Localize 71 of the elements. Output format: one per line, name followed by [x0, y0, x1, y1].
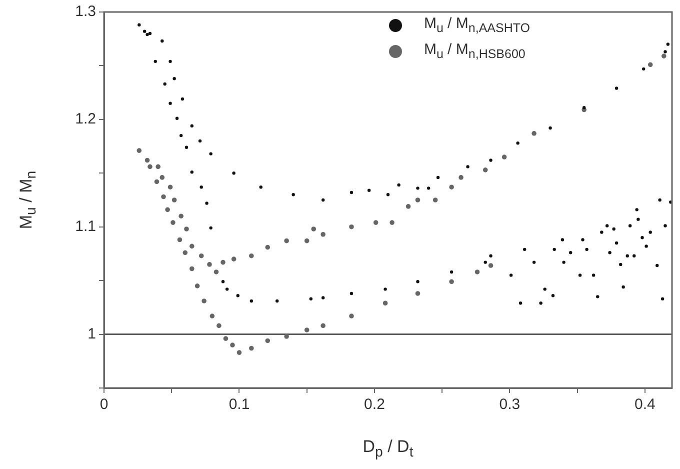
point [172, 198, 177, 202]
point [194, 284, 200, 288]
point [265, 338, 270, 344]
point [156, 164, 160, 170]
point [223, 336, 228, 341]
x-axis-title: D$_{p}$ / D$_{t}$ [362, 437, 414, 460]
point [458, 175, 464, 180]
x-tick-label: 0 [100, 396, 108, 414]
point [311, 226, 316, 232]
point [220, 260, 226, 265]
point [390, 220, 394, 225]
point [144, 158, 150, 163]
point [249, 253, 254, 258]
point [532, 130, 536, 136]
point [198, 253, 204, 258]
point [373, 220, 378, 225]
point [661, 54, 666, 58]
point [304, 238, 310, 244]
x-tick-label: 0.1 [228, 396, 250, 414]
point [154, 179, 160, 184]
y-tick-label: 1 [88, 325, 96, 342]
point [449, 279, 454, 284]
legend-label: M$_{u}$ / M$_{n,AASHTO}$ [424, 15, 530, 35]
point [406, 204, 411, 209]
point [449, 184, 454, 190]
point [184, 226, 189, 232]
point [249, 346, 254, 351]
point [190, 266, 194, 272]
y-tick-label: 1.2 [75, 110, 96, 128]
point [320, 323, 326, 328]
point [502, 154, 507, 160]
y-tick-label: 1.1 [75, 218, 96, 235]
point [182, 250, 188, 256]
point [349, 314, 354, 318]
legend-label: M$_{u}$ / M$_{n,HSB600}$ [424, 41, 526, 61]
point [265, 244, 270, 250]
point [236, 350, 242, 355]
point [415, 198, 420, 202]
point [284, 238, 289, 244]
point [231, 256, 236, 262]
y-tick-label: 1.3 [75, 3, 96, 20]
x-tick-label: 0.2 [364, 396, 385, 414]
point [432, 198, 438, 202]
point [136, 148, 142, 153]
point [382, 300, 388, 306]
point [304, 328, 310, 332]
point [488, 263, 494, 268]
point [161, 194, 166, 200]
point [190, 244, 194, 249]
point [202, 298, 206, 304]
point [349, 224, 354, 230]
point [178, 214, 184, 219]
x-tick-label: 0.4 [634, 396, 656, 414]
point [216, 323, 222, 328]
point [160, 175, 165, 180]
point [320, 232, 326, 237]
point [170, 220, 176, 225]
point [482, 168, 488, 172]
point [207, 262, 212, 267]
point [648, 62, 653, 68]
point [214, 270, 219, 274]
point [148, 164, 152, 170]
point [168, 184, 173, 190]
point [284, 334, 289, 339]
point [415, 291, 420, 296]
point [230, 342, 235, 348]
point [177, 237, 182, 242]
point [165, 207, 170, 212]
x-tick-label: 0.3 [499, 396, 520, 414]
point [474, 270, 480, 274]
point [210, 314, 215, 318]
